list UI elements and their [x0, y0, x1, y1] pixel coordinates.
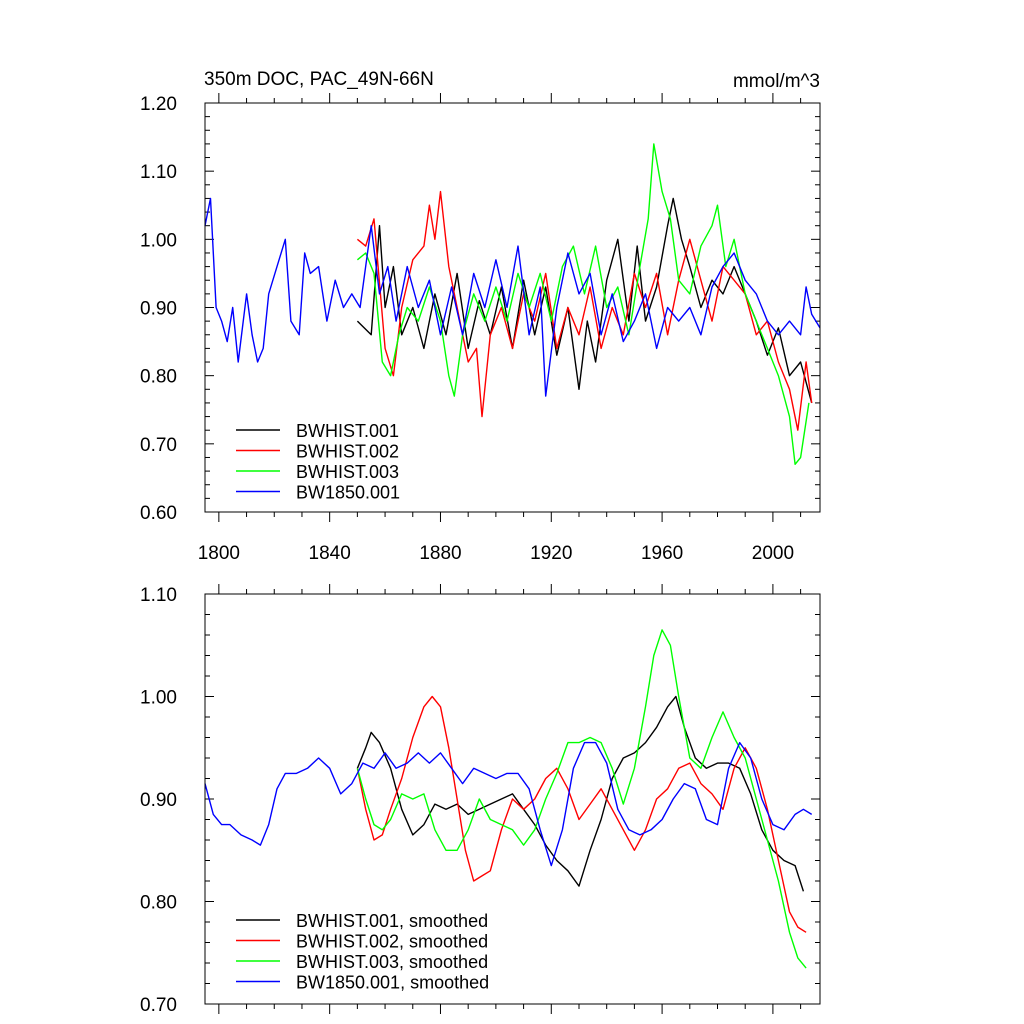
top-series-line-1 — [356, 190, 813, 431]
x-tick-label: 1960 — [641, 543, 683, 564]
bottom-panel: 0.70 0.80 0.90 1.00 1.10 BWHIST.001, smoothe… — [140, 584, 821, 1016]
top-y-tick-label: 0.90 — [140, 299, 177, 320]
top-series-line-3 — [204, 197, 821, 397]
top-y-tick-label: 1.10 — [140, 162, 177, 183]
top-y-tick-label: 1.00 — [140, 230, 177, 251]
top-panel: 350m DOC, PAC_49N-66N mmol/m^3 0.600.700… — [140, 69, 821, 564]
top-panel-title: 350m DOC, PAC_49N-66N — [204, 69, 434, 90]
x-tick-label: 1920 — [530, 543, 572, 564]
top-legend-label: BW1850.001 — [296, 483, 400, 503]
bottom-y-tick-label: 1.00 — [140, 688, 177, 709]
top-legend-label: BWHIST.002 — [296, 442, 399, 462]
x-tick-label: 2000 — [752, 543, 794, 564]
bottom-axes: 0.70 0.80 0.90 1.00 1.10 — [140, 584, 820, 1016]
top-y-tick-label: 0.80 — [140, 367, 177, 388]
top-y-tick-label: 0.70 — [140, 435, 177, 456]
top-panel-units: mmol/m^3 — [733, 71, 820, 92]
bottom-series-line-2 — [356, 629, 807, 969]
top-series-line-2 — [356, 143, 810, 465]
bottom-series-line-3 — [204, 741, 813, 867]
bottom-series-line-1 — [356, 695, 807, 933]
bottom-plot-frame — [204, 593, 821, 1005]
bottom-legend-label: BW1850.001, smoothed — [296, 973, 489, 993]
top-series-lines — [204, 143, 821, 465]
bottom-y-tick-label: 0.90 — [140, 790, 177, 811]
bottom-legend-label: BWHIST.001, smoothed — [296, 911, 488, 931]
bottom-y-tick-label: 0.80 — [140, 893, 177, 914]
top-legend-label: BWHIST.003 — [296, 462, 399, 482]
bottom-y-tick-label: 0.70 — [140, 995, 177, 1016]
x-tick-label: 1800 — [198, 543, 240, 564]
top-legend-label: BWHIST.001 — [296, 421, 399, 441]
bottom-legend-label: BWHIST.002, smoothed — [296, 932, 488, 952]
x-tick-label: 1880 — [419, 543, 461, 564]
top-plot-frame — [204, 102, 821, 513]
top-y-tick-label: 0.60 — [140, 503, 177, 524]
bottom-legend-label: BWHIST.003, smoothed — [296, 952, 488, 972]
bottom-series-lines — [204, 629, 813, 969]
top-axes: 0.60 0.70 0.80 0.90 1.00 1.10 1.20 1800 1840 1880… — [140, 93, 820, 564]
top-y-tick-label: 1.20 — [140, 94, 177, 115]
bottom-series-line-0 — [356, 695, 805, 892]
bottom-y-tick-label: 1.10 — [140, 585, 177, 606]
x-tick-label: 1840 — [309, 543, 351, 564]
